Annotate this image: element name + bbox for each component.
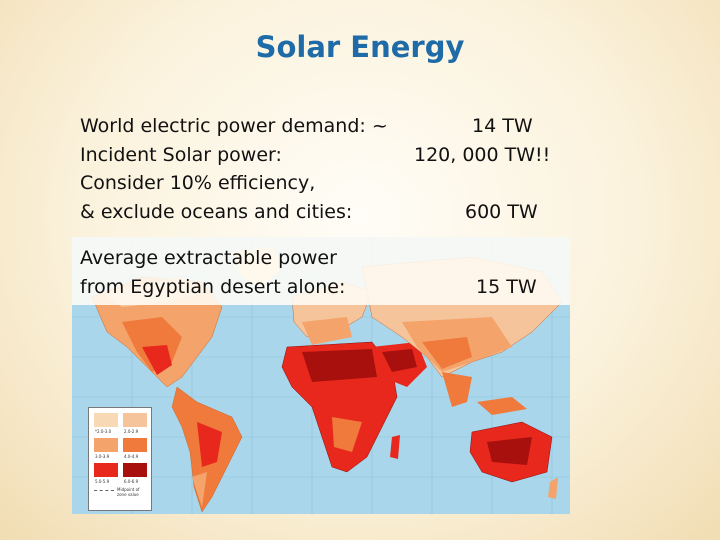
egypt-value: 15 TW — [476, 276, 537, 298]
legend-swatch-5 — [94, 463, 118, 477]
legend-swatch-1 — [94, 413, 118, 427]
demand-label: World electric power demand: ~ — [80, 115, 388, 137]
legend-label-5: 5.0-5.9 — [95, 479, 110, 484]
legend-swatch-6 — [123, 463, 147, 477]
legend-label-2: 2.0-2.9 — [124, 429, 139, 434]
legend-label-1: *2.0-3.0 — [95, 429, 112, 434]
legend-note: Midpoint of zone value — [117, 487, 140, 497]
legend-midpoint-line — [94, 490, 114, 491]
legend-swatch-2 — [123, 413, 147, 427]
incident-label: Incident Solar power: — [80, 144, 282, 166]
map-legend: *2.0-3.0 2.0-2.9 3.0-3.9 4.0-4.9 5.0-5.9… — [88, 407, 152, 511]
legend-label-4: 4.0-4.9 — [124, 454, 139, 459]
exclude-label: & exclude oceans and cities: — [80, 201, 353, 223]
egypt-line2: from Egyptian desert alone: — [80, 276, 346, 298]
egypt-line1: Average extractable power — [80, 247, 337, 269]
legend-label-3: 3.0-3.9 — [95, 454, 110, 459]
incident-value: 120, 000 TW!! — [414, 144, 551, 166]
exclude-value: 600 TW — [465, 201, 538, 223]
legend-label-6: 6.0-6.9 — [124, 479, 139, 484]
text-backdrop — [72, 237, 570, 305]
legend-swatch-4 — [123, 438, 147, 452]
legend-swatch-3 — [94, 438, 118, 452]
slide-title: Solar Energy — [255, 30, 465, 64]
demand-value: 14 TW — [472, 115, 533, 137]
efficiency-label: Consider 10% efficiency, — [80, 172, 316, 194]
